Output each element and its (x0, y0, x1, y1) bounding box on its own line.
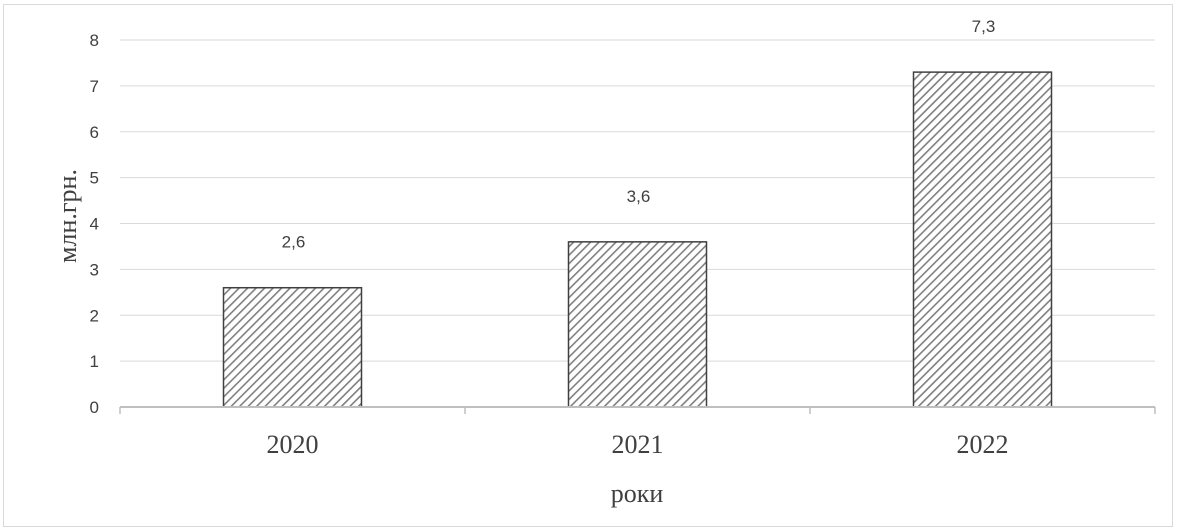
y-tick-label: 6 (90, 123, 99, 142)
x-tick-label-2021: 2021 (612, 430, 664, 459)
x-axis (119, 406, 1156, 414)
x-tick-label-2022: 2022 (957, 430, 1009, 459)
y-tick-label: 4 (90, 215, 99, 234)
bar-2021 (567, 241, 708, 408)
data-label-2021: 3,6 (627, 187, 651, 206)
y-tick-label: 3 (90, 260, 99, 279)
bar-2020 (222, 286, 363, 408)
x-tick-label-2020: 2020 (267, 430, 319, 459)
y-tick-label: 5 (90, 169, 99, 188)
data-label-2022: 7,3 (972, 17, 996, 36)
y-axis-ticks: 0 1 2 3 4 5 6 7 8 (90, 31, 99, 417)
bar-2022 (912, 71, 1053, 408)
y-tick-label: 8 (90, 31, 99, 50)
chart-frame (3, 4, 1173, 527)
data-label-2020: 2,6 (282, 233, 306, 252)
data-labels: 2,6 3,6 7,3 (282, 17, 996, 252)
y-tick-label: 0 (90, 398, 99, 417)
x-axis-categories: 2020 2021 2022 (267, 430, 1009, 459)
y-axis-title: млн.грн. (53, 169, 82, 263)
y-tick-label: 7 (90, 77, 99, 96)
y-tick-label: 2 (90, 306, 99, 325)
x-axis-title: роки (611, 479, 664, 508)
bars (222, 71, 1053, 408)
y-tick-label: 1 (90, 352, 99, 371)
